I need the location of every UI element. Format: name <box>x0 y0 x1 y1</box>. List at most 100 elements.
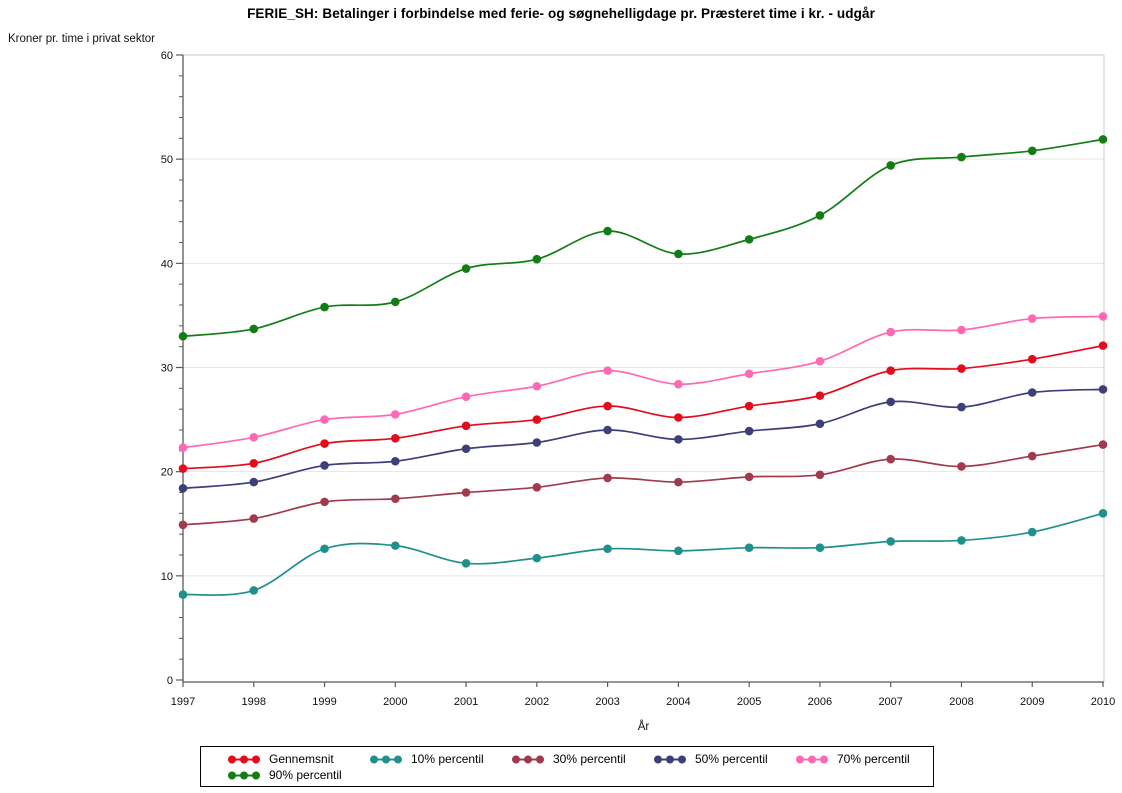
data-point <box>532 381 542 391</box>
series-line-50-percentil <box>182 388 1104 490</box>
data-point <box>815 470 825 480</box>
data-point <box>391 410 400 419</box>
legend-line-marker-icon <box>654 755 686 763</box>
legend-line-marker-icon <box>228 771 260 779</box>
data-point <box>391 297 400 307</box>
series-line-10-percentil <box>182 512 1104 596</box>
data-point <box>1098 312 1108 321</box>
data-point <box>957 402 966 412</box>
data-point <box>532 438 542 447</box>
data-point <box>674 435 683 444</box>
x-tick-label: 1997 <box>171 696 195 708</box>
x-tick-label: 2005 <box>737 696 761 708</box>
data-point <box>320 415 329 424</box>
data-point <box>886 397 895 407</box>
data-point <box>674 413 683 422</box>
data-point <box>815 211 825 220</box>
data-point <box>1027 354 1037 364</box>
x-tick-label: 2010 <box>1091 696 1115 708</box>
legend-item: Gennemsnit <box>227 752 369 766</box>
data-point <box>603 366 612 375</box>
x-tick-label: 2002 <box>525 696 549 708</box>
data-point <box>178 590 188 599</box>
legend-row: 90% percentil <box>227 767 933 783</box>
data-point <box>461 444 471 454</box>
data-point <box>461 392 471 401</box>
data-point <box>886 366 895 375</box>
data-point <box>744 235 754 244</box>
data-point <box>320 439 329 448</box>
legend-line-marker-icon <box>228 755 260 763</box>
data-point <box>1027 146 1037 156</box>
series-line-90-percentil <box>182 138 1104 338</box>
data-point <box>957 462 966 471</box>
legend-item-label: 30% percentil <box>553 752 626 766</box>
legend-item: 30% percentil <box>511 752 653 766</box>
data-point <box>957 325 966 335</box>
data-point <box>1098 341 1108 350</box>
legend-row: Gennemsnit 10% percentil 30% percentil 50% … <box>227 751 933 767</box>
x-tick-label: 2003 <box>595 696 619 708</box>
legend-item: 70% percentil <box>795 752 937 766</box>
data-point <box>391 494 400 504</box>
data-point <box>744 401 754 411</box>
data-point <box>674 477 683 487</box>
x-tick-label: 2008 <box>949 696 973 708</box>
x-tick-label: 2009 <box>1020 696 1044 708</box>
data-point <box>1027 527 1037 537</box>
data-point <box>249 586 259 595</box>
x-tick-label: 1998 <box>242 696 266 708</box>
data-point <box>391 434 400 443</box>
legend-item: 10% percentil <box>369 752 511 766</box>
x-tick-label: 2001 <box>454 696 478 708</box>
data-point <box>1098 135 1108 144</box>
data-point <box>674 249 683 259</box>
plot-area: 0 10 20 30 40 50 60 1997 1998 1999 2000 2001 2002 200… <box>161 50 1115 708</box>
data-point <box>461 488 471 497</box>
y-tick-label: 50 <box>161 154 173 166</box>
chart-title: FERIE_SH: Betalinger i forbindelse med f… <box>247 6 875 21</box>
data-point <box>461 421 471 431</box>
legend-item-label: Gennemsnit <box>269 752 334 766</box>
data-point <box>249 459 259 468</box>
data-point <box>391 456 400 466</box>
legend-item-label: 50% percentil <box>695 752 768 766</box>
legend-item-label: 90% percentil <box>269 768 342 782</box>
y-tick-label: 60 <box>161 50 173 62</box>
data-point <box>1098 440 1108 449</box>
data-point <box>391 541 400 550</box>
data-point <box>320 461 329 470</box>
data-point <box>815 356 825 366</box>
data-point <box>815 391 825 400</box>
data-point <box>886 537 895 546</box>
legend-item-label: 10% percentil <box>411 752 484 766</box>
data-point <box>886 161 895 170</box>
legend-line-marker-icon <box>796 755 828 763</box>
data-point <box>744 426 754 436</box>
data-point <box>1027 388 1037 397</box>
data-point <box>957 536 966 545</box>
y-tick-label: 0 <box>167 675 173 687</box>
data-point <box>603 473 612 483</box>
data-point <box>178 484 188 493</box>
legend-item: 90% percentil <box>227 768 369 782</box>
data-point <box>1027 314 1037 323</box>
data-point <box>178 443 188 453</box>
series-line-30-percentil <box>182 443 1104 526</box>
data-point <box>461 559 471 568</box>
series-line-70-percentil <box>182 315 1104 449</box>
y-tick-label: 10 <box>161 571 173 583</box>
data-point <box>320 497 329 507</box>
y-tick-label: 40 <box>161 258 173 270</box>
data-point <box>815 543 825 553</box>
legend-line-marker-icon <box>370 755 402 763</box>
x-tick-label: 2007 <box>878 696 902 708</box>
data-point <box>603 425 612 435</box>
data-point <box>1027 451 1037 461</box>
data-point <box>886 327 895 337</box>
data-point <box>744 472 754 482</box>
data-point <box>957 364 966 373</box>
data-point <box>603 226 612 236</box>
x-tick-label: 1999 <box>312 696 336 708</box>
